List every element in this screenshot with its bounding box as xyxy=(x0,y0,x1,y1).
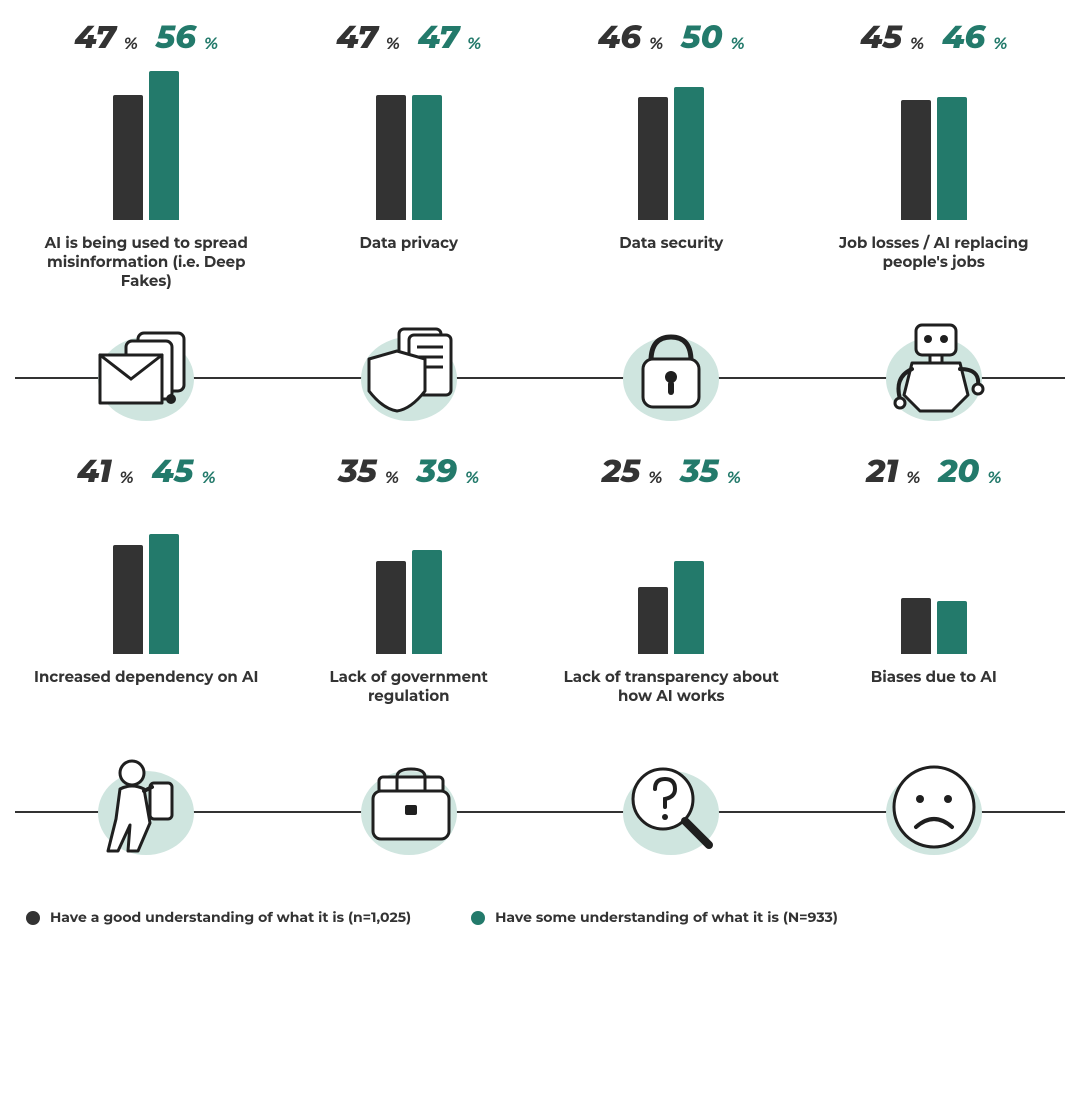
bar-a xyxy=(376,95,406,220)
person-phone-icon xyxy=(20,728,273,878)
value-a: 45 xyxy=(860,22,902,54)
bars xyxy=(376,494,442,654)
bar-a xyxy=(901,598,931,654)
value-pair: 41% 45% xyxy=(77,444,216,488)
bar-a xyxy=(638,587,668,654)
bar-a xyxy=(113,545,143,654)
percent-sign: % xyxy=(385,469,399,488)
shield-docs-icon xyxy=(283,294,536,444)
value-b: 45 xyxy=(152,456,194,488)
percent-sign: % xyxy=(727,469,741,488)
chart-grid: 47% 56% AI is being used to spread misinfo… xyxy=(20,10,1060,878)
bar-b xyxy=(937,601,967,654)
percent-sign: % xyxy=(386,35,400,54)
bar-b xyxy=(412,550,442,654)
bar-a xyxy=(638,97,668,220)
value-a: 21 xyxy=(866,456,898,488)
percent-sign: % xyxy=(204,35,218,54)
bar-b xyxy=(412,95,442,220)
percent-sign: % xyxy=(987,469,1001,488)
value-a: 47 xyxy=(74,22,115,54)
percent-sign: % xyxy=(124,35,138,54)
value-pair: 21% 20% xyxy=(866,444,1001,488)
bars xyxy=(113,60,179,220)
value-pair: 35% 39% xyxy=(338,444,479,488)
percent-sign: % xyxy=(467,35,481,54)
bars xyxy=(638,494,704,654)
legend-item-b: Have some understanding of what it is (N… xyxy=(471,908,838,927)
magnifier-question-icon xyxy=(545,728,798,878)
legend-label-b: Have some understanding of what it is (N… xyxy=(495,908,838,927)
chart-cell: 35% 39% Lack of government regulation xyxy=(283,444,536,878)
briefcase-icon xyxy=(283,728,536,878)
robot-icon xyxy=(808,294,1061,444)
bars xyxy=(901,60,967,220)
percent-sign: % xyxy=(910,35,924,54)
chart-cell: 41% 45% Increased dependency on AI xyxy=(20,444,273,878)
bars xyxy=(376,60,442,220)
value-a: 46 xyxy=(598,22,641,54)
percent-sign: % xyxy=(465,469,479,488)
category-label: AI is being used to spread misinformatio… xyxy=(20,234,273,294)
bar-a xyxy=(901,100,931,220)
percent-sign: % xyxy=(906,469,920,488)
value-b: 47 xyxy=(418,22,459,54)
value-b: 56 xyxy=(156,22,196,54)
bars xyxy=(113,494,179,654)
category-label: Job losses / AI replacing people's jobs xyxy=(808,234,1061,294)
legend-item-a: Have a good understanding of what it is … xyxy=(26,908,411,927)
value-pair: 25% 35% xyxy=(602,444,741,488)
bars xyxy=(638,60,704,220)
chart-cell: 21% 20% Biases due to AI xyxy=(808,444,1061,878)
value-b: 35 xyxy=(680,456,718,488)
percent-sign: % xyxy=(649,35,663,54)
percent-sign: % xyxy=(648,469,662,488)
bar-b xyxy=(149,534,179,654)
chart-cell: 47% 47% Data privacy xyxy=(283,10,536,444)
category-label: Increased dependency on AI xyxy=(26,668,266,728)
value-b: 46 xyxy=(942,22,985,54)
bar-a xyxy=(376,561,406,654)
percent-sign: % xyxy=(201,469,215,488)
category-label: Data privacy xyxy=(352,234,466,294)
legend-label-a: Have a good understanding of what it is … xyxy=(50,908,411,927)
percent-sign: % xyxy=(993,35,1007,54)
legend: Have a good understanding of what it is … xyxy=(20,908,1060,927)
chart-cell: 25% 35% Lack of transparency about how AI … xyxy=(545,444,798,878)
bar-b xyxy=(149,71,179,220)
value-b: 20 xyxy=(938,456,979,488)
bars xyxy=(901,494,967,654)
legend-swatch-b xyxy=(471,911,485,925)
bar-a xyxy=(113,95,143,220)
category-label: Biases due to AI xyxy=(863,668,1005,728)
padlock-icon xyxy=(545,294,798,444)
bar-b xyxy=(674,561,704,654)
value-pair: 46% 50% xyxy=(598,10,745,54)
value-a: 41 xyxy=(77,456,112,488)
envelope-docs-icon xyxy=(20,294,273,444)
percent-sign: % xyxy=(120,469,134,488)
percent-sign: % xyxy=(731,35,745,54)
legend-swatch-a xyxy=(26,911,40,925)
bar-b xyxy=(674,87,704,220)
sad-face-icon xyxy=(808,728,1061,878)
chart-cell: 46% 50% Data security xyxy=(545,10,798,444)
category-label: Lack of transparency about how AI works xyxy=(545,668,798,728)
bar-b xyxy=(937,97,967,220)
value-pair: 47% 47% xyxy=(336,10,481,54)
value-pair: 45% 46% xyxy=(860,10,1007,54)
value-pair: 47% 56% xyxy=(74,10,218,54)
value-b: 39 xyxy=(417,456,457,488)
category-label: Data security xyxy=(611,234,731,294)
chart-cell: 45% 46% Job losses / AI replacing people's… xyxy=(808,10,1061,444)
value-a: 25 xyxy=(602,456,641,488)
category-label: Lack of government regulation xyxy=(283,668,536,728)
value-a: 35 xyxy=(338,456,376,488)
chart-cell: 47% 56% AI is being used to spread misinfo… xyxy=(20,10,273,444)
value-b: 50 xyxy=(681,22,722,54)
value-a: 47 xyxy=(336,22,377,54)
